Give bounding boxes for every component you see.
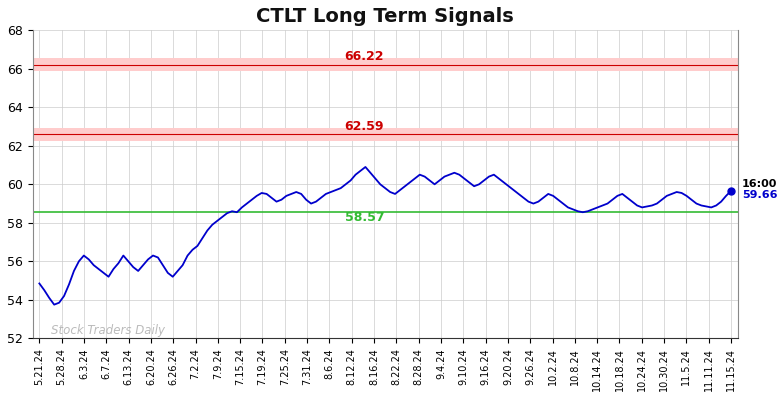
Title: CTLT Long Term Signals: CTLT Long Term Signals [256, 7, 514, 26]
Bar [33, 58, 738, 71]
Text: 66.22: 66.22 [345, 50, 384, 63]
Text: 16:00: 16:00 [742, 179, 778, 189]
Bar [33, 128, 738, 141]
Text: 59.66: 59.66 [742, 190, 778, 200]
Text: 62.59: 62.59 [345, 120, 384, 133]
Text: Stock Traders Daily: Stock Traders Daily [50, 324, 165, 337]
Text: 58.57: 58.57 [345, 211, 384, 224]
